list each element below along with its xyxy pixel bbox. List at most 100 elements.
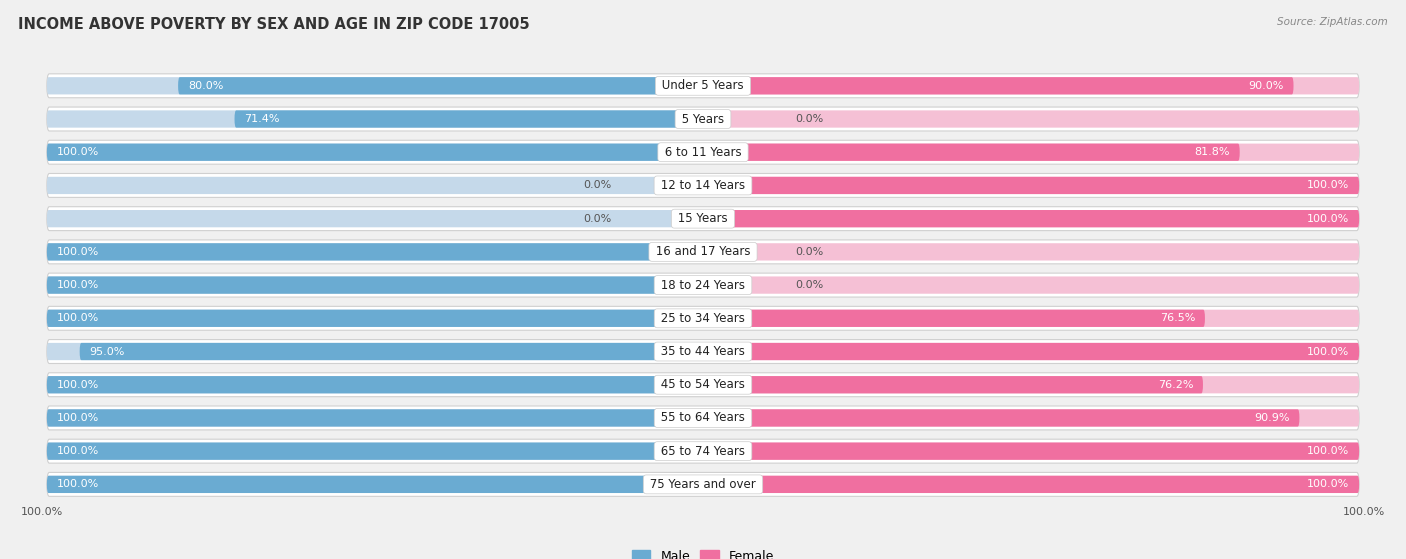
FancyBboxPatch shape: [703, 210, 1360, 228]
Text: 100.0%: 100.0%: [1308, 446, 1350, 456]
FancyBboxPatch shape: [703, 110, 1360, 127]
Text: 100.0%: 100.0%: [1308, 181, 1350, 191]
Text: 25 to 34 Years: 25 to 34 Years: [657, 312, 749, 325]
FancyBboxPatch shape: [46, 273, 1360, 297]
FancyBboxPatch shape: [703, 476, 1360, 493]
FancyBboxPatch shape: [80, 343, 703, 360]
FancyBboxPatch shape: [703, 177, 1360, 194]
FancyBboxPatch shape: [703, 277, 1360, 293]
Text: 35 to 44 Years: 35 to 44 Years: [657, 345, 749, 358]
FancyBboxPatch shape: [703, 476, 1360, 493]
FancyBboxPatch shape: [46, 207, 1360, 231]
FancyBboxPatch shape: [46, 77, 703, 94]
Text: INCOME ABOVE POVERTY BY SEX AND AGE IN ZIP CODE 17005: INCOME ABOVE POVERTY BY SEX AND AGE IN Z…: [18, 17, 530, 32]
FancyBboxPatch shape: [46, 409, 703, 427]
FancyBboxPatch shape: [46, 310, 703, 327]
Text: 0.0%: 0.0%: [794, 247, 823, 257]
Text: 15 Years: 15 Years: [675, 212, 731, 225]
FancyBboxPatch shape: [703, 144, 1240, 161]
Text: 16 and 17 Years: 16 and 17 Years: [652, 245, 754, 258]
FancyBboxPatch shape: [703, 310, 1205, 327]
Text: 76.2%: 76.2%: [1157, 380, 1194, 390]
FancyBboxPatch shape: [703, 210, 1360, 228]
FancyBboxPatch shape: [703, 343, 1360, 360]
FancyBboxPatch shape: [46, 472, 1360, 496]
Legend: Male, Female: Male, Female: [627, 544, 779, 559]
FancyBboxPatch shape: [46, 443, 703, 460]
Text: 90.9%: 90.9%: [1254, 413, 1289, 423]
FancyBboxPatch shape: [46, 240, 1360, 264]
Text: 100.0%: 100.0%: [56, 480, 98, 489]
FancyBboxPatch shape: [46, 376, 703, 394]
Text: 45 to 54 Years: 45 to 54 Years: [657, 378, 749, 391]
FancyBboxPatch shape: [46, 310, 703, 327]
Text: 90.0%: 90.0%: [1249, 81, 1284, 91]
Text: 6 to 11 Years: 6 to 11 Years: [661, 146, 745, 159]
Text: 5 Years: 5 Years: [678, 112, 728, 126]
FancyBboxPatch shape: [46, 406, 1360, 430]
Text: 81.8%: 81.8%: [1194, 147, 1230, 157]
Text: 100.0%: 100.0%: [1308, 214, 1350, 224]
FancyBboxPatch shape: [46, 210, 703, 228]
FancyBboxPatch shape: [46, 107, 1360, 131]
FancyBboxPatch shape: [703, 177, 1360, 194]
FancyBboxPatch shape: [46, 173, 1360, 197]
FancyBboxPatch shape: [46, 306, 1360, 330]
FancyBboxPatch shape: [46, 277, 703, 293]
Text: Source: ZipAtlas.com: Source: ZipAtlas.com: [1277, 17, 1388, 27]
Text: Under 5 Years: Under 5 Years: [658, 79, 748, 92]
FancyBboxPatch shape: [46, 277, 703, 293]
FancyBboxPatch shape: [46, 343, 703, 360]
FancyBboxPatch shape: [46, 177, 703, 194]
FancyBboxPatch shape: [703, 243, 1360, 260]
Text: 100.0%: 100.0%: [1308, 347, 1350, 357]
Text: 100.0%: 100.0%: [56, 247, 98, 257]
Text: 18 to 24 Years: 18 to 24 Years: [657, 278, 749, 292]
FancyBboxPatch shape: [46, 476, 703, 493]
FancyBboxPatch shape: [46, 373, 1360, 397]
FancyBboxPatch shape: [703, 376, 1360, 394]
Text: 100.0%: 100.0%: [56, 280, 98, 290]
FancyBboxPatch shape: [235, 110, 703, 127]
FancyBboxPatch shape: [703, 443, 1360, 460]
Text: 95.0%: 95.0%: [90, 347, 125, 357]
Text: 12 to 14 Years: 12 to 14 Years: [657, 179, 749, 192]
Text: 100.0%: 100.0%: [56, 413, 98, 423]
Text: 0.0%: 0.0%: [794, 280, 823, 290]
FancyBboxPatch shape: [46, 409, 703, 427]
FancyBboxPatch shape: [703, 409, 1360, 427]
Text: 100.0%: 100.0%: [1308, 480, 1350, 489]
Text: 100.0%: 100.0%: [21, 506, 63, 517]
FancyBboxPatch shape: [46, 74, 1360, 98]
FancyBboxPatch shape: [46, 439, 1360, 463]
FancyBboxPatch shape: [703, 77, 1294, 94]
FancyBboxPatch shape: [46, 110, 703, 127]
FancyBboxPatch shape: [179, 77, 703, 94]
Text: 71.4%: 71.4%: [245, 114, 280, 124]
FancyBboxPatch shape: [46, 140, 1360, 164]
Text: 55 to 64 Years: 55 to 64 Years: [657, 411, 749, 424]
FancyBboxPatch shape: [703, 343, 1360, 360]
FancyBboxPatch shape: [703, 409, 1299, 427]
Text: 100.0%: 100.0%: [56, 380, 98, 390]
FancyBboxPatch shape: [703, 310, 1360, 327]
Text: 100.0%: 100.0%: [1343, 506, 1385, 517]
Text: 65 to 74 Years: 65 to 74 Years: [657, 444, 749, 458]
Text: 75 Years and over: 75 Years and over: [647, 478, 759, 491]
FancyBboxPatch shape: [46, 476, 703, 493]
FancyBboxPatch shape: [46, 144, 703, 161]
FancyBboxPatch shape: [703, 144, 1360, 161]
Text: 0.0%: 0.0%: [794, 114, 823, 124]
Text: 0.0%: 0.0%: [583, 181, 612, 191]
FancyBboxPatch shape: [46, 443, 703, 460]
FancyBboxPatch shape: [703, 376, 1204, 394]
FancyBboxPatch shape: [703, 77, 1360, 94]
FancyBboxPatch shape: [46, 243, 703, 260]
FancyBboxPatch shape: [46, 144, 703, 161]
Text: 80.0%: 80.0%: [188, 81, 224, 91]
Text: 100.0%: 100.0%: [56, 147, 98, 157]
Text: 0.0%: 0.0%: [583, 214, 612, 224]
Text: 100.0%: 100.0%: [56, 313, 98, 323]
FancyBboxPatch shape: [46, 243, 703, 260]
Text: 76.5%: 76.5%: [1160, 313, 1195, 323]
